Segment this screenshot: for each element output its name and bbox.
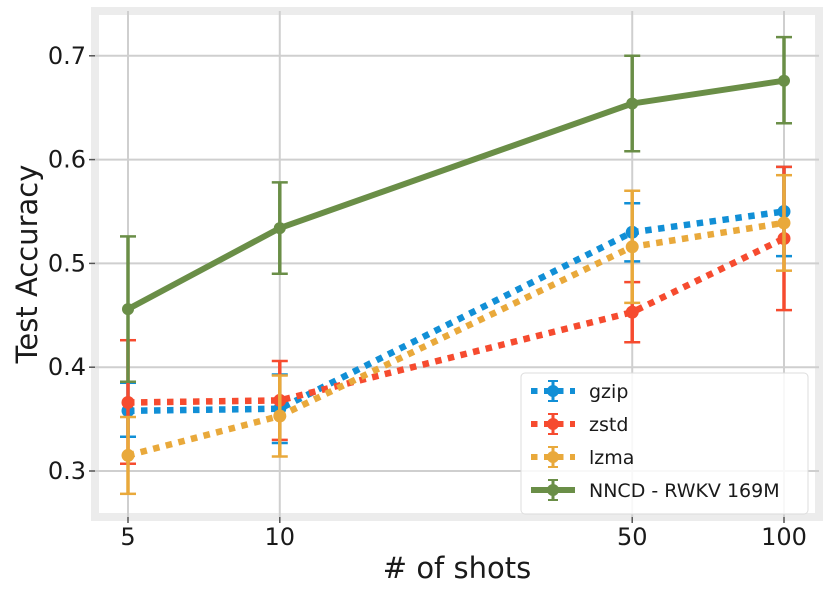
legend-marker-nncd-rwkv-169m — [547, 484, 559, 496]
x-tick-label: 10 — [265, 523, 296, 551]
series-line-nncd-rwkv-169m — [126, 77, 785, 312]
x-tick-label: 100 — [761, 523, 807, 551]
legend-box — [520, 372, 809, 515]
data-point-nncd-rwkv-169m — [273, 222, 286, 235]
y-tick-label: 0.7 — [48, 42, 86, 70]
legend-marker-zstd — [547, 418, 559, 430]
series-layer — [120, 35, 792, 496]
y-axis-title: Test Accuracy — [10, 165, 44, 365]
data-point-nncd-rwkv-169m — [122, 303, 134, 316]
legend-label-zstd: zstd — [589, 414, 628, 436]
data-point-nncd-rwkv-169m — [626, 97, 639, 110]
series-line-zstd — [127, 235, 786, 406]
legend-marker-lzma — [547, 451, 559, 463]
x-tick-label: 5 — [120, 523, 135, 551]
y-tick-label: 0.3 — [48, 457, 86, 485]
data-point-zstd — [625, 305, 639, 319]
data-point-nncd-rwkv-169m — [778, 74, 790, 87]
data-point-lzma — [273, 409, 287, 423]
data-point-lzma — [777, 216, 791, 230]
legend-label-lzma: lzma — [589, 447, 634, 469]
y-tick-label: 0.4 — [48, 353, 86, 381]
data-point-zstd — [121, 395, 135, 409]
series-line-lzma — [127, 219, 785, 459]
legend-label-nncd-rwkv-169m: NNCD - RWKV 169M — [589, 480, 780, 502]
y-tick-label: 0.5 — [48, 249, 86, 277]
legend: gzip zstd lzma NNCD - RWKV 169M — [520, 372, 809, 515]
data-point-lzma — [625, 240, 639, 254]
x-tick-label: 50 — [617, 523, 648, 551]
legend-label-gzip: gzip — [589, 381, 628, 403]
x-axis-title: # of shots — [383, 551, 531, 585]
data-point-lzma — [121, 448, 135, 462]
legend-marker-gzip — [547, 385, 559, 397]
tick-layer: 5 10 50 100 0.3 0.4 0.5 0.6 0.7 — [48, 42, 807, 551]
y-tick-label: 0.6 — [48, 146, 86, 174]
